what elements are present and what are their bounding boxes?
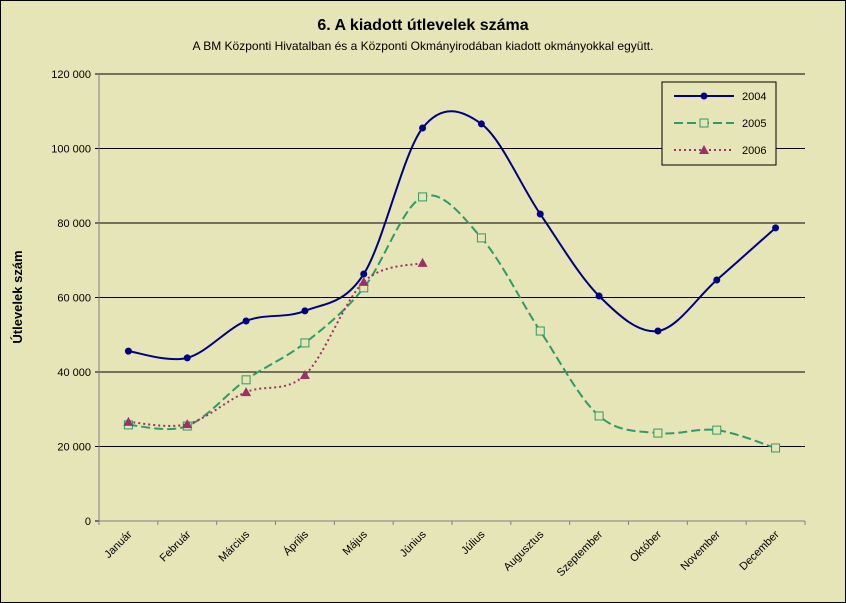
point (124, 347, 132, 355)
point (241, 387, 252, 397)
point (594, 411, 604, 421)
point (418, 192, 428, 202)
point (772, 224, 780, 232)
point (417, 257, 428, 267)
y-tick-label: 120 000 (51, 69, 91, 81)
point (299, 369, 310, 379)
point (653, 428, 663, 438)
y-tick-label: 80 000 (57, 218, 91, 230)
point (241, 375, 251, 385)
legend: 2004 2005 2006 (661, 81, 777, 166)
y-tick-label: 0 (85, 516, 91, 528)
point (419, 124, 427, 132)
point (183, 354, 191, 362)
legend-marker (699, 118, 709, 128)
point (301, 307, 309, 315)
y-tick-label: 60 000 (57, 293, 91, 305)
series-line (128, 261, 423, 427)
point (713, 276, 721, 284)
point (477, 120, 485, 128)
point (242, 317, 250, 325)
chart-subtitle: A BM Központi Hivatalban és a Központi O… (193, 39, 654, 53)
legend-marker (699, 145, 709, 154)
chart-title: 6. A kiadott útlevelek száma (317, 17, 528, 34)
y-tick-label: 100 000 (51, 144, 91, 156)
point (182, 419, 193, 429)
y-tick-label: 40 000 (57, 367, 91, 379)
y-tick-label: 20 000 (57, 442, 91, 454)
point (535, 326, 545, 336)
point (712, 425, 722, 435)
point (123, 416, 134, 426)
point (771, 443, 781, 453)
y-axis-label: Útlevelek szám (10, 250, 25, 343)
legend-label: 2004 (742, 91, 766, 103)
legend-label: 2006 (742, 145, 766, 157)
point (536, 210, 544, 218)
legend-marker (700, 92, 708, 100)
point (358, 276, 369, 286)
legend-label: 2005 (742, 118, 766, 130)
point (360, 270, 368, 278)
point (595, 292, 603, 300)
point (654, 327, 662, 335)
point (300, 338, 310, 348)
point (476, 233, 486, 243)
